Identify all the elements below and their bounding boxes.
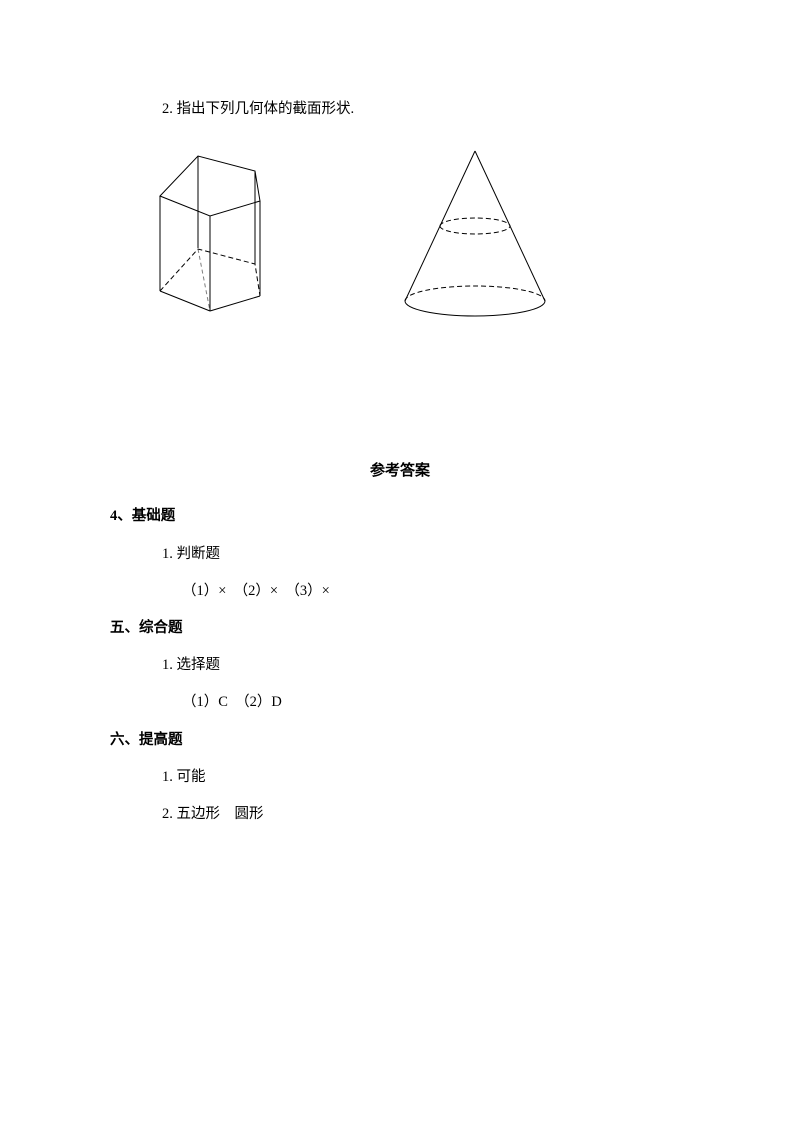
section-4: 4、基础题 1. 判断题 （1）× （2）× （3）×: [110, 505, 690, 603]
section-4-sub1: 1. 判断题: [162, 543, 690, 566]
section-5-sub1: 1. 选择题: [162, 654, 690, 677]
section-6-heading: 六、提高题: [110, 729, 690, 752]
prism-figure: [140, 141, 290, 329]
section-5-line1: （1）C （2）D: [182, 691, 690, 714]
section-6: 六、提高题 1. 可能 2. 五边形 圆形: [110, 729, 690, 827]
section-6-line1: 1. 可能: [162, 766, 690, 789]
section-4-heading: 4、基础题: [110, 505, 690, 528]
section-5-heading: 五、综合题: [110, 617, 690, 640]
cone-figure: [390, 141, 560, 339]
figures-container: [140, 141, 690, 339]
section-4-line1: （1）× （2）× （3）×: [182, 580, 690, 603]
section-6-line2: 2. 五边形 圆形: [162, 803, 690, 826]
answers-title: 参考答案: [110, 459, 690, 483]
section-5: 五、综合题 1. 选择题 （1）C （2）D: [110, 617, 690, 715]
question-text: 2. 指出下列几何体的截面形状.: [162, 98, 690, 121]
